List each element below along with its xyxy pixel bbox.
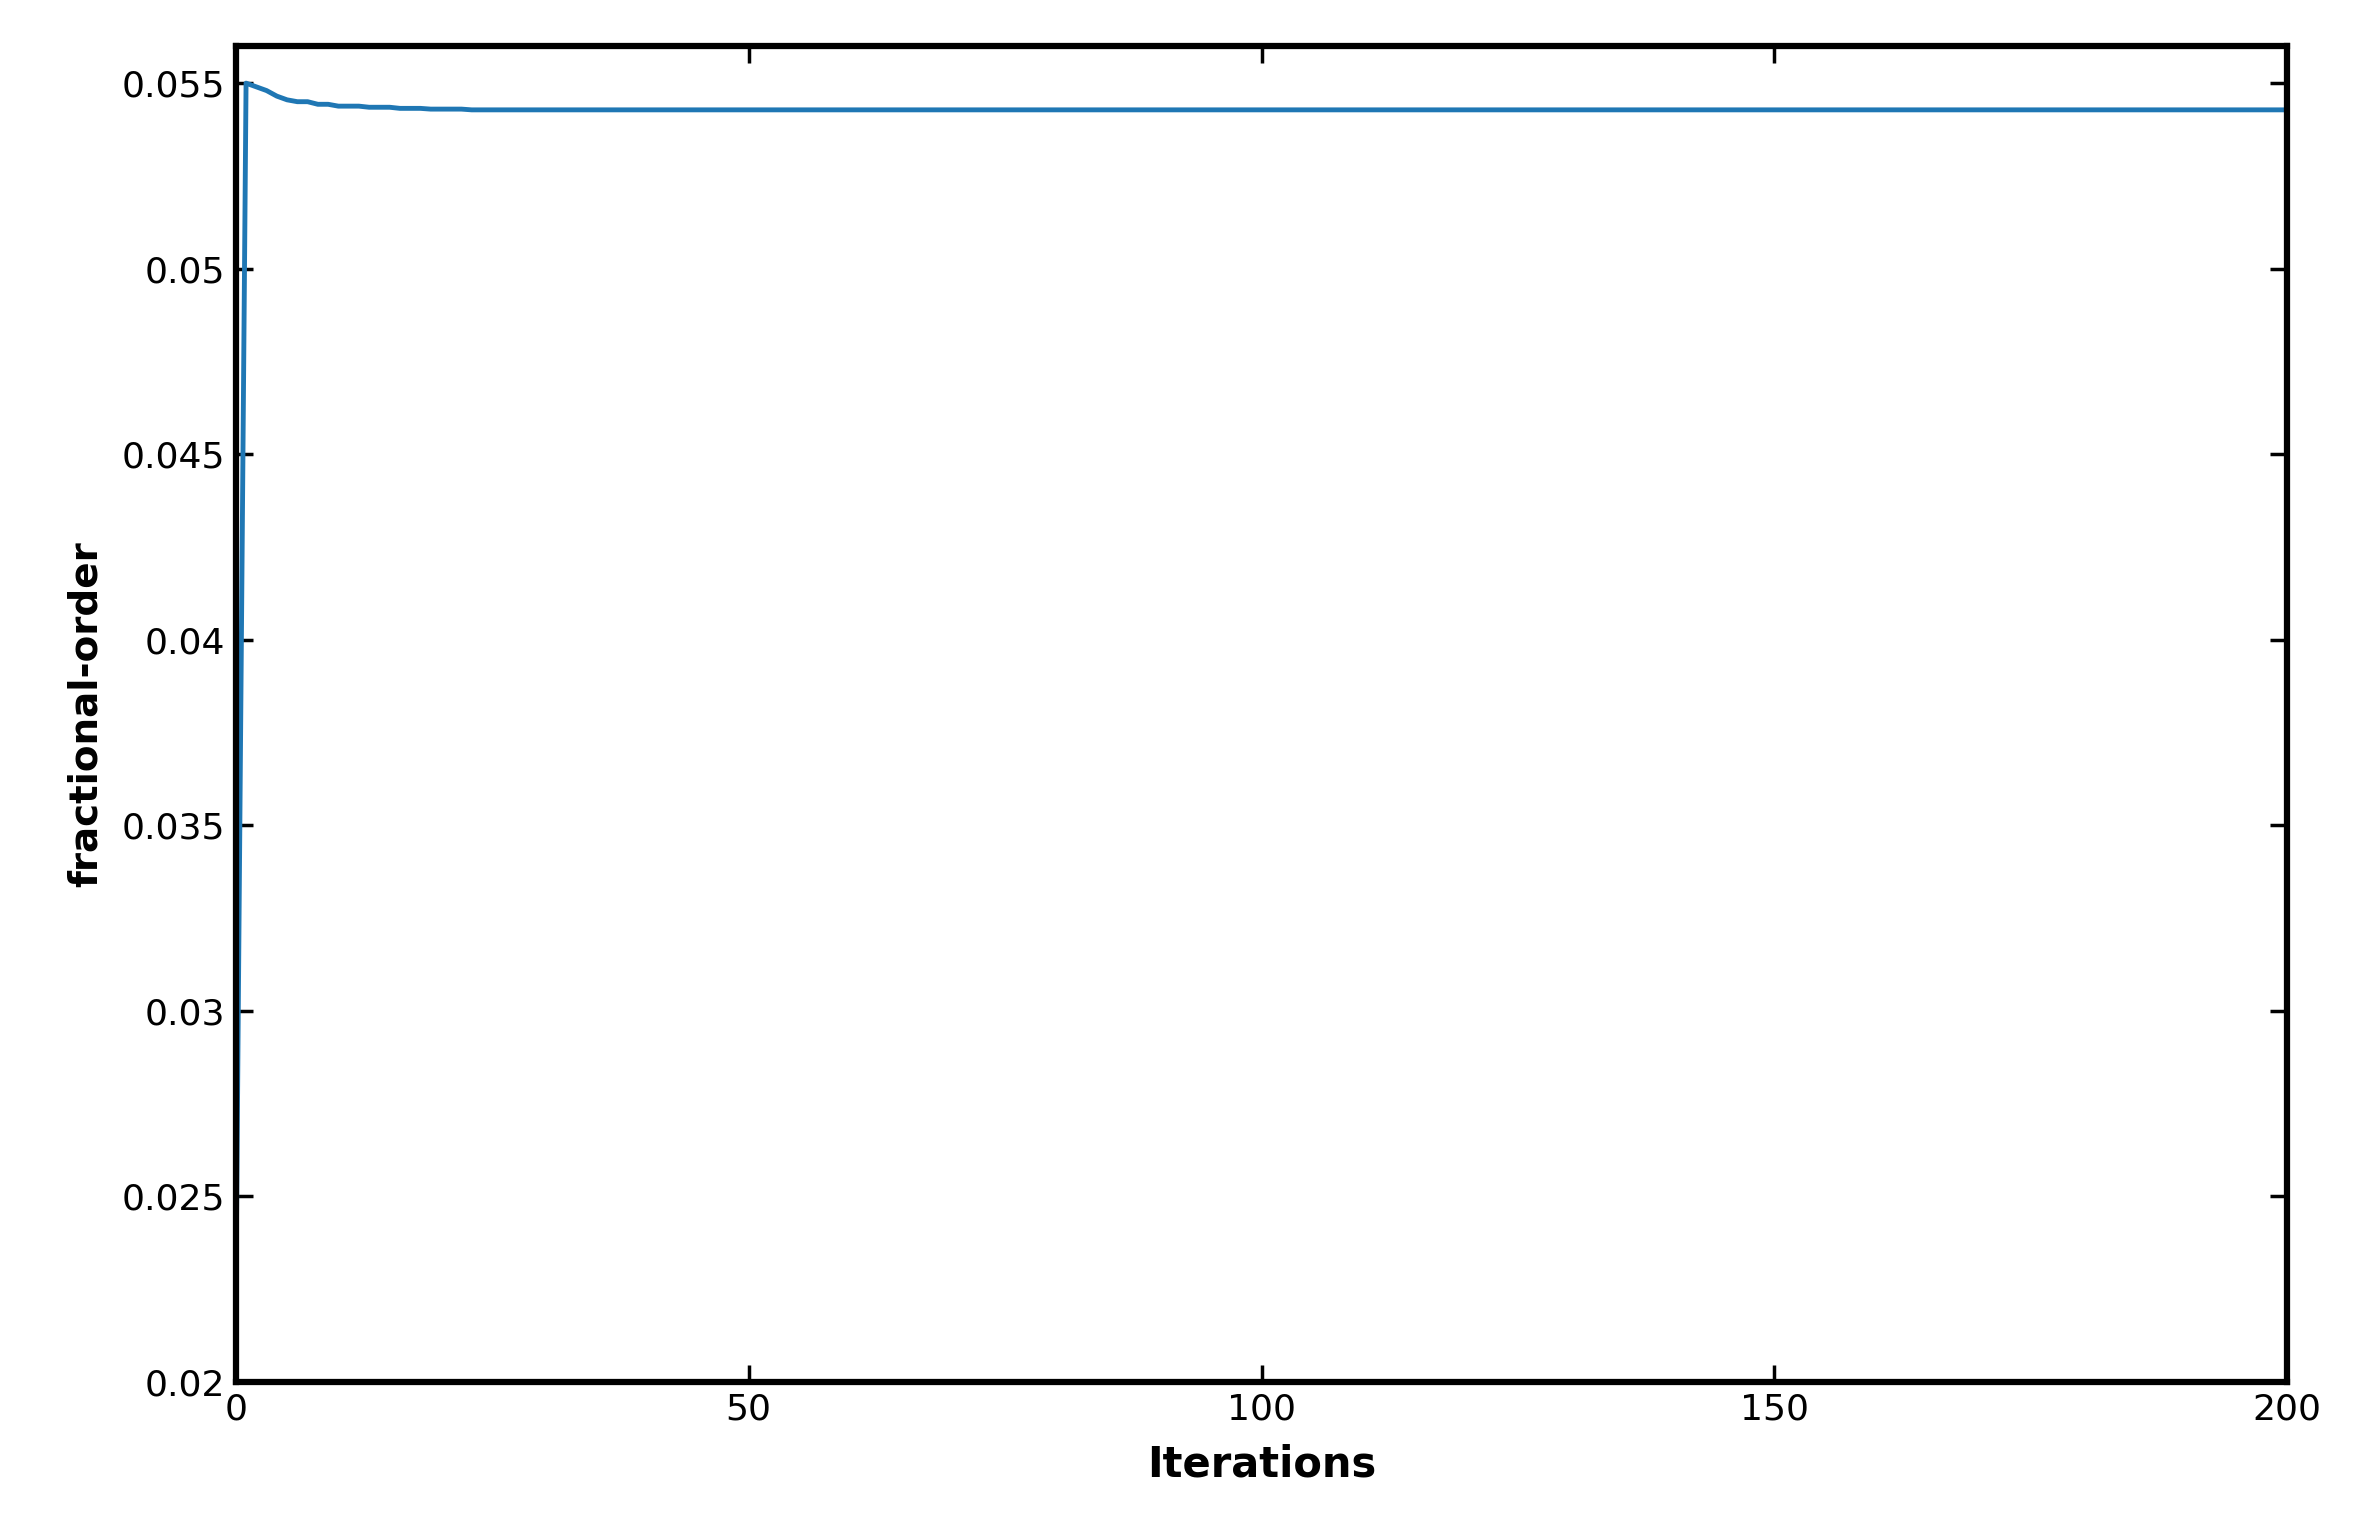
Y-axis label: fractional-order: fractional-order bbox=[66, 540, 104, 887]
X-axis label: Iterations: Iterations bbox=[1146, 1443, 1377, 1486]
